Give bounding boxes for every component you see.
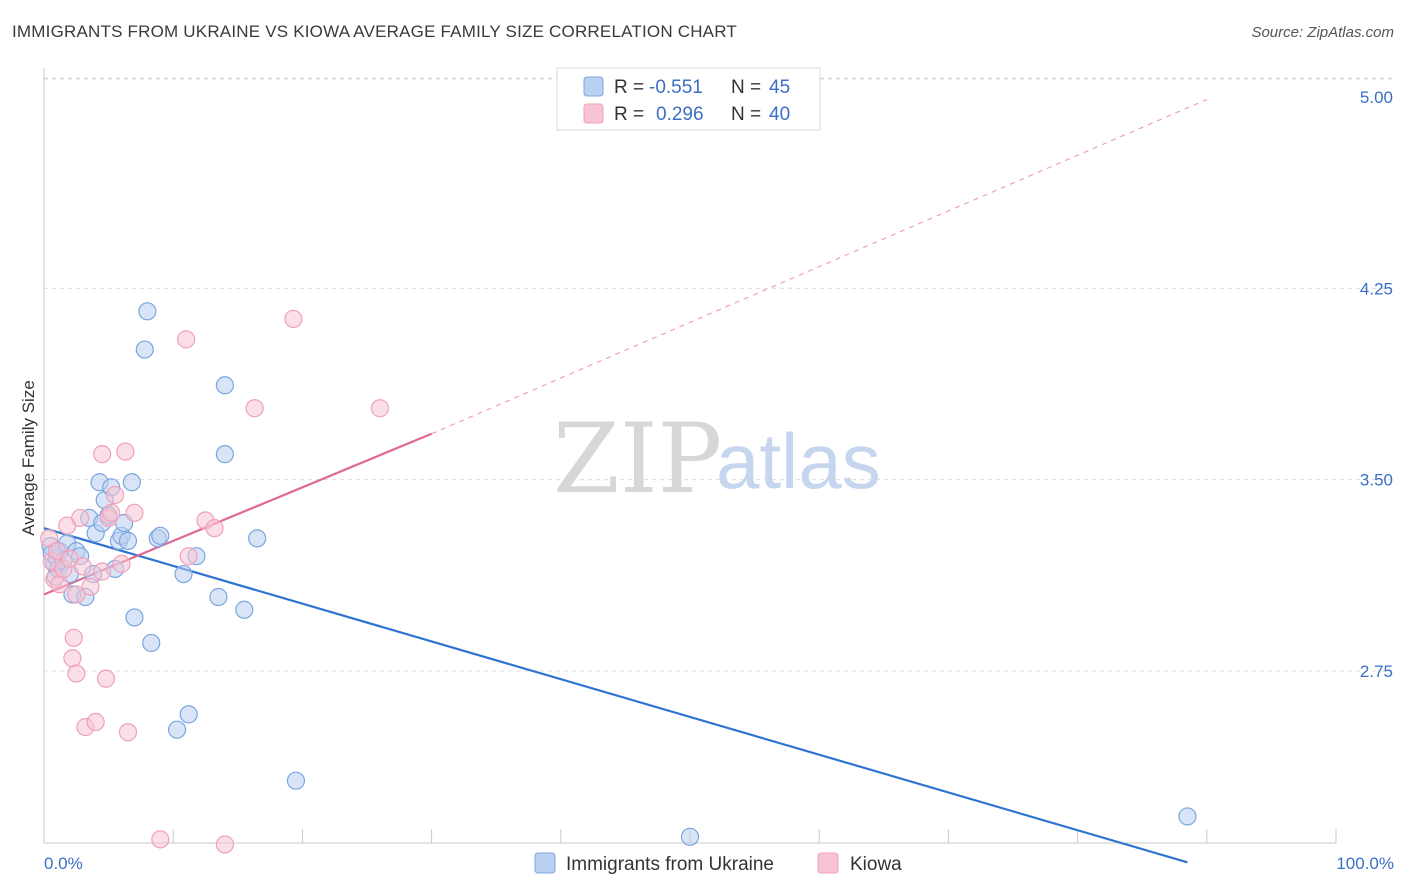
- point-kiowa: [284, 309, 303, 329]
- point-kiowa: [215, 835, 234, 854]
- point-ukraine: [151, 526, 170, 545]
- point-ukraine: [138, 302, 157, 321]
- trend-line-ukraine: [43, 527, 1188, 864]
- y-tick-label: 2.75: [1360, 662, 1393, 681]
- point-ukraine: [248, 529, 267, 548]
- legend-r-label-2: R =: [614, 104, 644, 125]
- point-kiowa: [96, 669, 116, 688]
- point-kiowa: [177, 330, 196, 349]
- point-kiowa: [179, 547, 198, 566]
- point-kiowa: [102, 503, 121, 522]
- point-kiowa: [112, 554, 131, 573]
- y-tick-label: 3.50: [1360, 471, 1393, 490]
- point-ukraine: [167, 720, 187, 739]
- y-tick-label: 4.25: [1360, 279, 1393, 298]
- bottom-legend-label-kiowa: Kiowa: [850, 854, 902, 875]
- chart-title: IMMIGRANTS FROM UKRAINE VS KIOWA AVERAGE…: [12, 22, 737, 41]
- legend-r-label-1: R =: [614, 77, 644, 98]
- point-ukraine: [118, 531, 138, 550]
- point-kiowa: [81, 577, 100, 596]
- x-tick-label-left: 0.0%: [44, 854, 83, 873]
- point-kiowa: [71, 508, 90, 528]
- point-kiowa: [67, 585, 86, 604]
- point-ukraine: [209, 587, 228, 607]
- point-kiowa: [64, 628, 83, 647]
- point-kiowa: [93, 445, 112, 464]
- legend-n-label-2: N =: [731, 104, 761, 125]
- point-ukraine: [122, 473, 141, 492]
- y-tick-labels: 5.00 4.25 3.50 2.75: [1360, 88, 1393, 681]
- legend-swatch-ukraine: [583, 76, 604, 97]
- point-ukraine: [125, 608, 144, 627]
- point-ukraine: [215, 445, 234, 464]
- point-kiowa: [151, 830, 170, 849]
- point-kiowa: [245, 399, 264, 418]
- point-kiowa: [73, 557, 92, 576]
- legend-r-value-2: 0.296: [656, 104, 704, 125]
- series-legend: Immigrants from Ukraine Kiowa: [534, 852, 902, 875]
- point-kiowa: [86, 712, 105, 732]
- point-ukraine: [680, 827, 700, 846]
- point-ukraine: [135, 340, 154, 359]
- point-kiowa: [370, 399, 390, 418]
- legend-swatch-kiowa: [583, 103, 604, 124]
- grid-lines: [44, 77, 1394, 672]
- point-kiowa: [125, 503, 144, 522]
- point-ukraine: [179, 705, 198, 724]
- legend-n-value-2: 40: [769, 104, 790, 125]
- stats-legend: R = -0.551 N = 45 R = 0.296 N = 40: [556, 67, 821, 131]
- bottom-legend-swatch-ukraine: [534, 852, 556, 874]
- watermark-zip: ZIP: [553, 403, 722, 515]
- data-points: [40, 302, 1197, 854]
- x-tick-label-right: 100.0%: [1336, 854, 1394, 873]
- bottom-legend-label-ukraine: Immigrants from Ukraine: [566, 854, 774, 875]
- bottom-legend-swatch-kiowa: [817, 852, 839, 874]
- legend-n-label-1: N =: [731, 77, 761, 98]
- legend-n-value-1: 45: [769, 77, 790, 98]
- point-kiowa: [105, 485, 125, 505]
- trend-line-kiowa-extension: [431, 99, 1208, 435]
- point-ukraine: [142, 633, 161, 653]
- point-kiowa: [50, 575, 69, 594]
- point-ukraine: [1178, 807, 1197, 826]
- point-kiowa: [205, 519, 224, 538]
- point-kiowa: [93, 562, 112, 581]
- point-ukraine: [286, 771, 306, 790]
- point-kiowa: [116, 442, 135, 461]
- point-ukraine: [235, 600, 254, 619]
- point-kiowa: [118, 723, 138, 742]
- point-ukraine: [174, 564, 193, 584]
- point-kiowa: [67, 664, 86, 683]
- legend-r-value-1: -0.551: [649, 77, 703, 98]
- point-kiowa: [63, 649, 82, 668]
- y-axis-title: Average Family Size: [19, 380, 38, 536]
- y-tick-label: 5.00: [1360, 88, 1393, 107]
- point-ukraine: [215, 376, 234, 395]
- source-label: Source: ZipAtlas.com: [1251, 24, 1394, 41]
- watermark-atlas: atlas: [716, 417, 881, 505]
